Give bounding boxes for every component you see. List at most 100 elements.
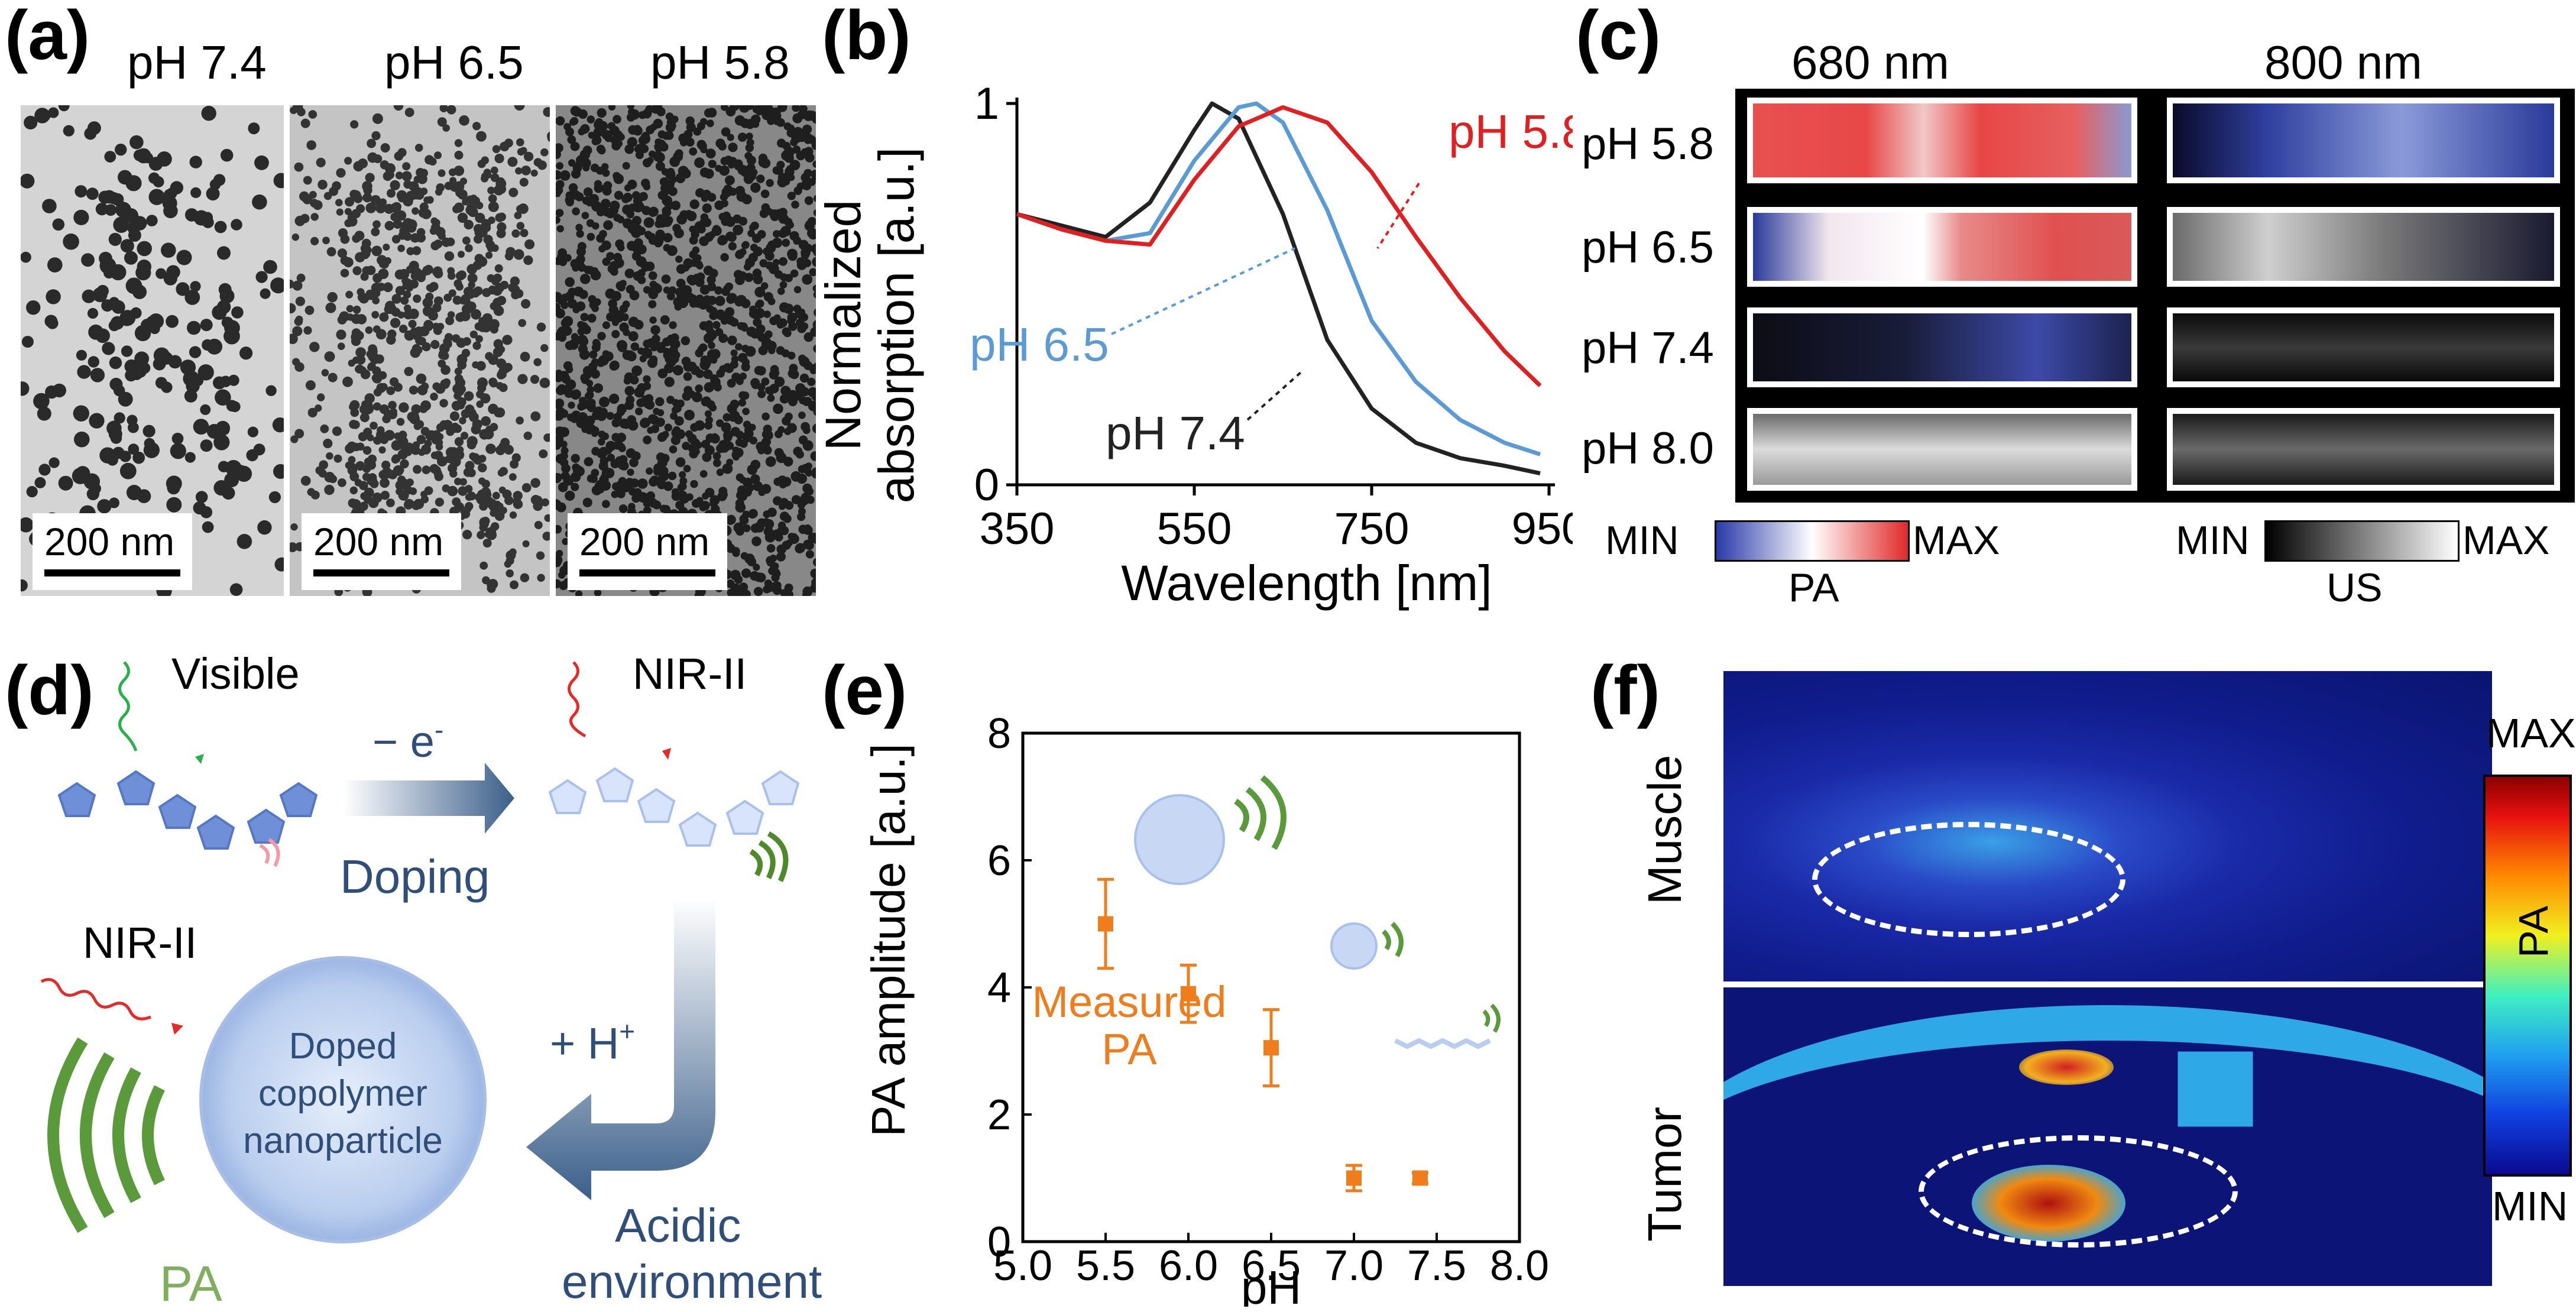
tem-particle [474, 234, 483, 244]
tem-particle [380, 478, 390, 488]
tem-particle [44, 315, 58, 328]
tem-particle [704, 108, 714, 118]
tem-particle [385, 300, 396, 312]
tem-particle [640, 418, 650, 429]
tem-particle [584, 392, 592, 400]
tem-particle [524, 239, 535, 250]
tem-particle [389, 377, 399, 387]
scale-bar-3 [579, 569, 715, 576]
tem-particle [516, 222, 524, 230]
tem-particle [365, 326, 373, 334]
tem-particle [556, 524, 562, 534]
tem-particle [310, 490, 320, 500]
tem-particle [814, 308, 816, 317]
tem-particle [184, 452, 196, 463]
tem-particle [652, 105, 663, 114]
tem-particle [487, 584, 496, 593]
tem-particle [804, 196, 814, 205]
tem-particle [580, 399, 588, 406]
tem-particle [115, 143, 127, 156]
tem-particle [326, 452, 333, 460]
tem-particle [580, 274, 591, 284]
tem-particle [735, 294, 747, 306]
tem-particle [364, 393, 375, 404]
tem-particle [307, 407, 317, 417]
tem-particle [522, 540, 530, 548]
tem-particle [372, 297, 380, 304]
tem-particle [201, 105, 216, 121]
tem-particle [750, 474, 760, 484]
tem-particle [380, 143, 390, 153]
tem-particle [704, 410, 712, 418]
tem-particle [665, 202, 673, 210]
tem-particle [340, 234, 350, 244]
tem-particle [459, 115, 469, 126]
tem-particle [517, 374, 528, 384]
tem-particle [771, 573, 780, 582]
tem-particle [492, 347, 503, 357]
tem-particle [386, 498, 395, 507]
tem-particle [777, 138, 786, 148]
tem-particle [103, 267, 115, 279]
pa-680-ph58 [1747, 98, 2137, 183]
tem-particle [400, 478, 409, 487]
tem-particle [672, 426, 681, 435]
tem-particle [206, 424, 222, 439]
tem-particle [416, 273, 426, 283]
tem-particle [515, 167, 523, 175]
tem-particle [805, 550, 814, 559]
tem-particle [472, 122, 481, 131]
tem-particle [621, 483, 630, 493]
tem-particle [562, 537, 569, 545]
tem-particle [640, 261, 650, 270]
tem-particle [622, 218, 633, 229]
tem-particle [97, 499, 112, 514]
tem-particle [404, 108, 414, 117]
panel-label-b: (b) [822, 0, 911, 74]
tem-particle [648, 300, 657, 309]
tem-particle [665, 216, 673, 225]
tem-particle [520, 229, 529, 238]
tem-particle [659, 177, 669, 187]
tem-particle [779, 257, 788, 266]
tem-particle [366, 292, 375, 300]
tem-particle [556, 374, 563, 383]
tem-particle [704, 421, 713, 430]
tem-particle [429, 227, 438, 235]
tem-particle [656, 342, 666, 351]
tem-particle [650, 425, 660, 433]
tem-particle [812, 257, 816, 267]
medium-particle-icon [1330, 922, 1378, 970]
row-label-ph80: pH 8.0 [1582, 423, 1714, 474]
tem-particle [475, 212, 485, 223]
tem-particle [557, 426, 567, 437]
tem-particle [350, 190, 361, 201]
tem-particle [290, 333, 298, 344]
tem-particle [290, 106, 297, 114]
tem-particle [390, 203, 400, 213]
tem-particle [701, 195, 709, 202]
tem-particle [754, 287, 766, 297]
tem-particle [772, 562, 779, 570]
tem-particle [396, 417, 405, 426]
tem-particle [310, 199, 319, 208]
tem-particle [560, 293, 569, 302]
tem-particle [395, 171, 404, 180]
tem-particle [421, 382, 429, 391]
visible-label: Visible [171, 650, 300, 698]
doping-arrow-icon [343, 763, 514, 834]
e-data-point [1181, 986, 1196, 1002]
tem-particle [606, 252, 615, 261]
annot-ph74: pH 7.4 [1106, 407, 1245, 459]
tem-particle [674, 416, 684, 426]
tem-particle [477, 530, 485, 540]
tem-particle [703, 265, 714, 276]
tem-particle [582, 196, 591, 205]
tem-particle [695, 277, 705, 287]
tem-particle [593, 127, 604, 137]
tem-particle [565, 277, 575, 287]
scale-bar-box-1 [33, 513, 192, 590]
tem-particle [496, 184, 507, 194]
tem-particle [461, 432, 469, 440]
tem-particle [86, 187, 99, 200]
